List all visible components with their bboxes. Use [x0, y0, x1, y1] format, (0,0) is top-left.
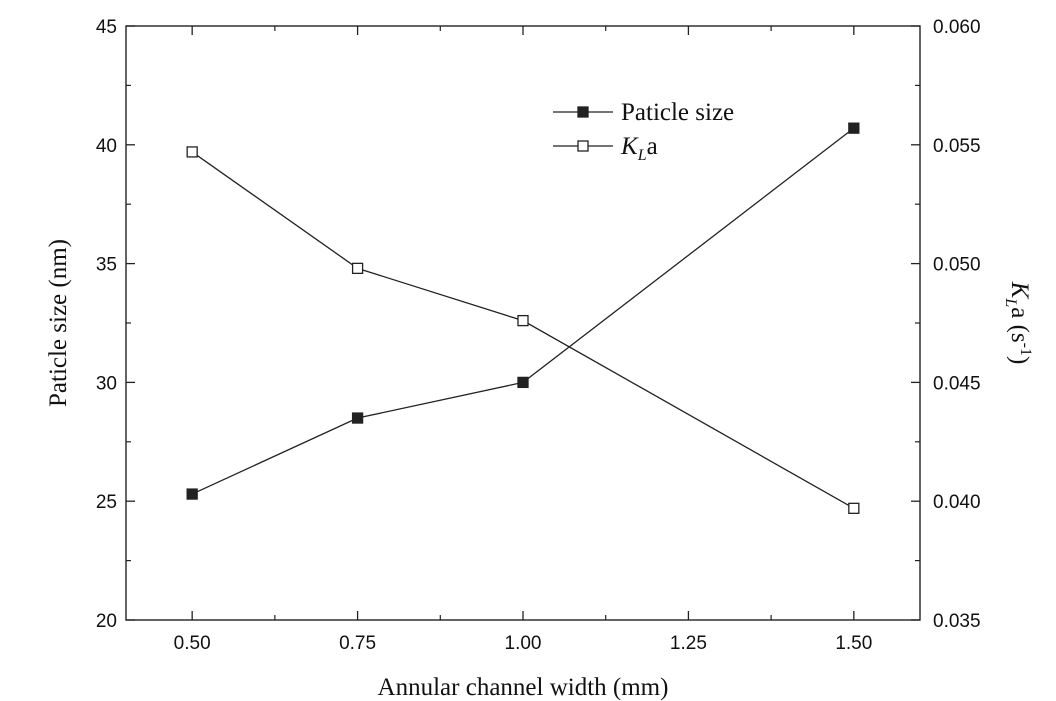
y-left-tick-label: 45 — [96, 17, 117, 38]
axes: 0.50 0.75 1.00 1.25 1.50 20 25 30 35 40 45 0.035 0.0… — [96, 17, 981, 654]
y-right-tick-label: 0.060 — [933, 17, 981, 38]
y-right-title-end: ) — [1006, 356, 1033, 364]
y-axis-right-title: KLa (s-1) — [1002, 281, 1034, 365]
y-right-title-base: K — [1006, 281, 1033, 300]
y-right-tick-label: 0.035 — [933, 611, 981, 632]
series-kla — [186, 146, 860, 514]
y-left-tick-label: 40 — [96, 136, 117, 157]
marker-kla — [517, 314, 529, 327]
line-particle-size — [191, 127, 855, 495]
marker-kla — [186, 146, 198, 158]
marker-particle-size — [517, 376, 529, 389]
x-tick-label: 1.00 — [505, 633, 542, 654]
legend-marker-kla — [577, 140, 589, 152]
y-right-tick-label: 0.050 — [933, 255, 981, 276]
y-right-title-mid: a (s — [1006, 307, 1033, 342]
legend-label-particle-size: Paticle size — [621, 99, 734, 126]
y-left-tick-label: 20 — [96, 611, 117, 632]
line-kla — [191, 151, 855, 509]
marker-particle-size — [186, 488, 198, 500]
legend-label-kla: KLa — [620, 133, 658, 164]
marker-kla — [848, 502, 860, 514]
y-right-title-sup: -1 — [1017, 343, 1034, 356]
marker-particle-size — [351, 412, 364, 424]
x-tick-label: 1.25 — [670, 633, 707, 654]
x-tick-label: 1.50 — [835, 633, 872, 654]
marker-particle-size — [848, 122, 860, 134]
y-right-title-sub: L — [1002, 297, 1019, 307]
series-layer — [186, 122, 860, 514]
y-right-tick-label: 0.045 — [933, 373, 981, 394]
legend: Paticle size KLa — [553, 99, 734, 164]
x-tick-label: 0.75 — [339, 633, 376, 654]
y-right-tick-label: 0.040 — [933, 492, 981, 513]
y-right-tick-label: 0.055 — [933, 136, 981, 157]
marker-kla — [351, 262, 364, 275]
legend-kla-base: K — [620, 133, 639, 160]
legend-kla-end: a — [647, 133, 658, 160]
x-tick-label: 0.50 — [174, 633, 211, 654]
y-left-tick-label: 25 — [96, 492, 117, 513]
series-particle-size — [186, 122, 860, 500]
y-left-tick-label: 30 — [96, 373, 117, 394]
legend-kla-sub: L — [637, 147, 647, 164]
y-axis-left-title: Paticle size (nm) — [45, 239, 72, 407]
legend-marker-particle-size — [577, 106, 589, 118]
y-left-tick-label: 35 — [96, 255, 117, 276]
x-axis-title: Annular channel width (mm) — [378, 674, 669, 701]
